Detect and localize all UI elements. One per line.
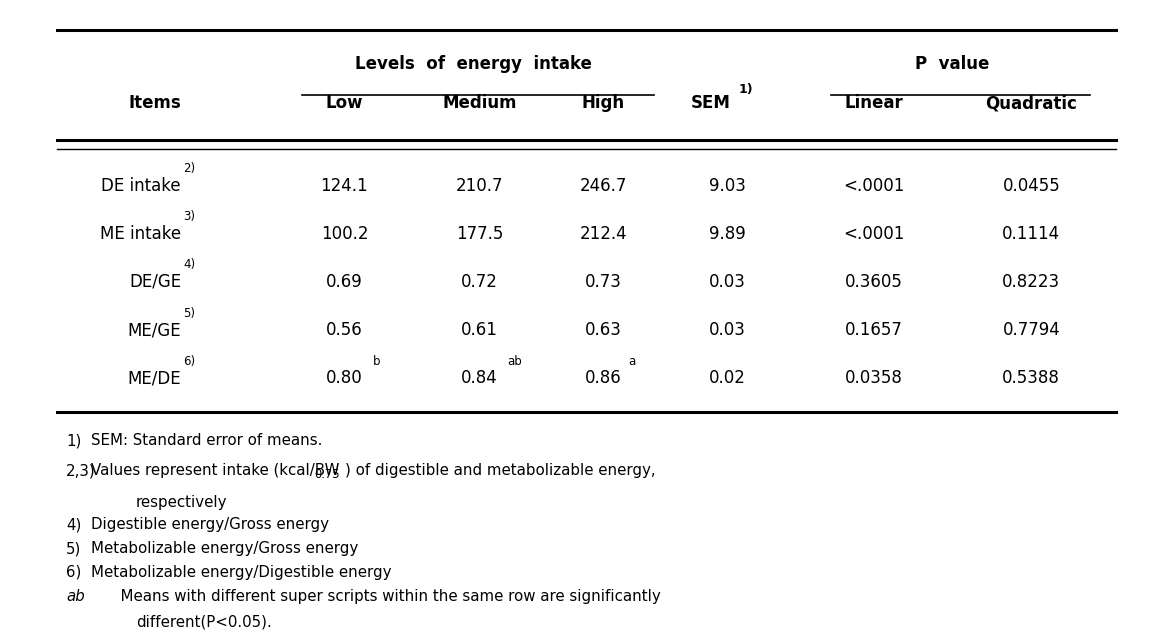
Text: Items: Items — [128, 94, 181, 112]
Text: 4): 4) — [66, 517, 82, 532]
Text: 5): 5) — [66, 541, 82, 556]
Text: 212.4: 212.4 — [579, 225, 628, 243]
Text: <.0001: <.0001 — [843, 176, 904, 195]
Text: Levels  of  energy  intake: Levels of energy intake — [355, 55, 592, 72]
Text: High: High — [582, 94, 625, 112]
Text: 0.84: 0.84 — [461, 369, 497, 387]
Text: 5): 5) — [183, 307, 196, 319]
Text: 0.72: 0.72 — [461, 273, 499, 291]
Text: 1): 1) — [739, 83, 753, 96]
Text: different(P<0.05).: different(P<0.05). — [136, 615, 272, 630]
Text: Means with different super scripts within the same row are significantly: Means with different super scripts withi… — [111, 588, 662, 604]
Text: respectively: respectively — [136, 495, 228, 510]
Text: DE/GE: DE/GE — [129, 273, 181, 291]
Text: 9.89: 9.89 — [708, 225, 746, 243]
Text: 0.3605: 0.3605 — [845, 273, 902, 291]
Text: 0.69: 0.69 — [326, 273, 362, 291]
Text: 0.7794: 0.7794 — [1003, 321, 1060, 339]
Text: b: b — [373, 355, 380, 368]
Text: 177.5: 177.5 — [456, 225, 503, 243]
Text: ) of digestible and metabolizable energy,: ) of digestible and metabolizable energy… — [345, 464, 656, 478]
Text: Metabolizable energy/Digestible energy: Metabolizable energy/Digestible energy — [91, 565, 392, 580]
Text: 6): 6) — [183, 355, 196, 368]
Text: 210.7: 210.7 — [456, 176, 503, 195]
Text: Quadratic: Quadratic — [985, 94, 1077, 112]
Text: ME/DE: ME/DE — [128, 369, 181, 387]
Text: 2,3): 2,3) — [66, 464, 96, 478]
Text: 0.1114: 0.1114 — [1002, 225, 1060, 243]
Text: ME intake: ME intake — [100, 225, 181, 243]
Text: 0.86: 0.86 — [585, 369, 622, 387]
Text: DE intake: DE intake — [102, 176, 181, 195]
Text: 2): 2) — [183, 162, 196, 175]
Text: 9.03: 9.03 — [708, 176, 746, 195]
Text: 0.02: 0.02 — [708, 369, 746, 387]
Text: 0.63: 0.63 — [585, 321, 622, 339]
Text: 3): 3) — [183, 210, 196, 223]
Text: 124.1: 124.1 — [320, 176, 368, 195]
Text: 246.7: 246.7 — [579, 176, 628, 195]
Text: ab: ab — [508, 355, 522, 368]
Text: a: a — [629, 355, 636, 368]
Text: ME/GE: ME/GE — [128, 321, 181, 339]
Text: 100.2: 100.2 — [320, 225, 368, 243]
Text: 6): 6) — [66, 565, 82, 580]
Text: 0.5388: 0.5388 — [1003, 369, 1060, 387]
Text: Metabolizable energy/Gross energy: Metabolizable energy/Gross energy — [91, 541, 358, 556]
Text: 0.56: 0.56 — [326, 321, 362, 339]
Text: SEM: SEM — [691, 94, 731, 112]
Text: Digestible energy/Gross energy: Digestible energy/Gross energy — [91, 517, 328, 532]
Text: 0.8223: 0.8223 — [1002, 273, 1060, 291]
Text: 0.1657: 0.1657 — [845, 321, 902, 339]
Text: 0.0455: 0.0455 — [1003, 176, 1060, 195]
Text: 0.73: 0.73 — [585, 273, 622, 291]
Text: ab: ab — [66, 588, 84, 604]
Text: SEM: Standard error of means.: SEM: Standard error of means. — [91, 433, 323, 449]
Text: <.0001: <.0001 — [843, 225, 904, 243]
Text: Values represent intake (kcal/BW: Values represent intake (kcal/BW — [91, 464, 339, 478]
Text: Low: Low — [326, 94, 364, 112]
Text: 0.03: 0.03 — [708, 273, 746, 291]
Text: P  value: P value — [915, 55, 990, 72]
Text: 0.0358: 0.0358 — [845, 369, 902, 387]
Text: Medium: Medium — [442, 94, 517, 112]
Text: Linear: Linear — [845, 94, 903, 112]
Text: 0.80: 0.80 — [326, 369, 362, 387]
Text: 0.03: 0.03 — [708, 321, 746, 339]
Text: 0.61: 0.61 — [461, 321, 499, 339]
Text: 4): 4) — [183, 258, 196, 272]
Text: 0.75: 0.75 — [314, 468, 340, 481]
Text: 1): 1) — [66, 433, 82, 449]
